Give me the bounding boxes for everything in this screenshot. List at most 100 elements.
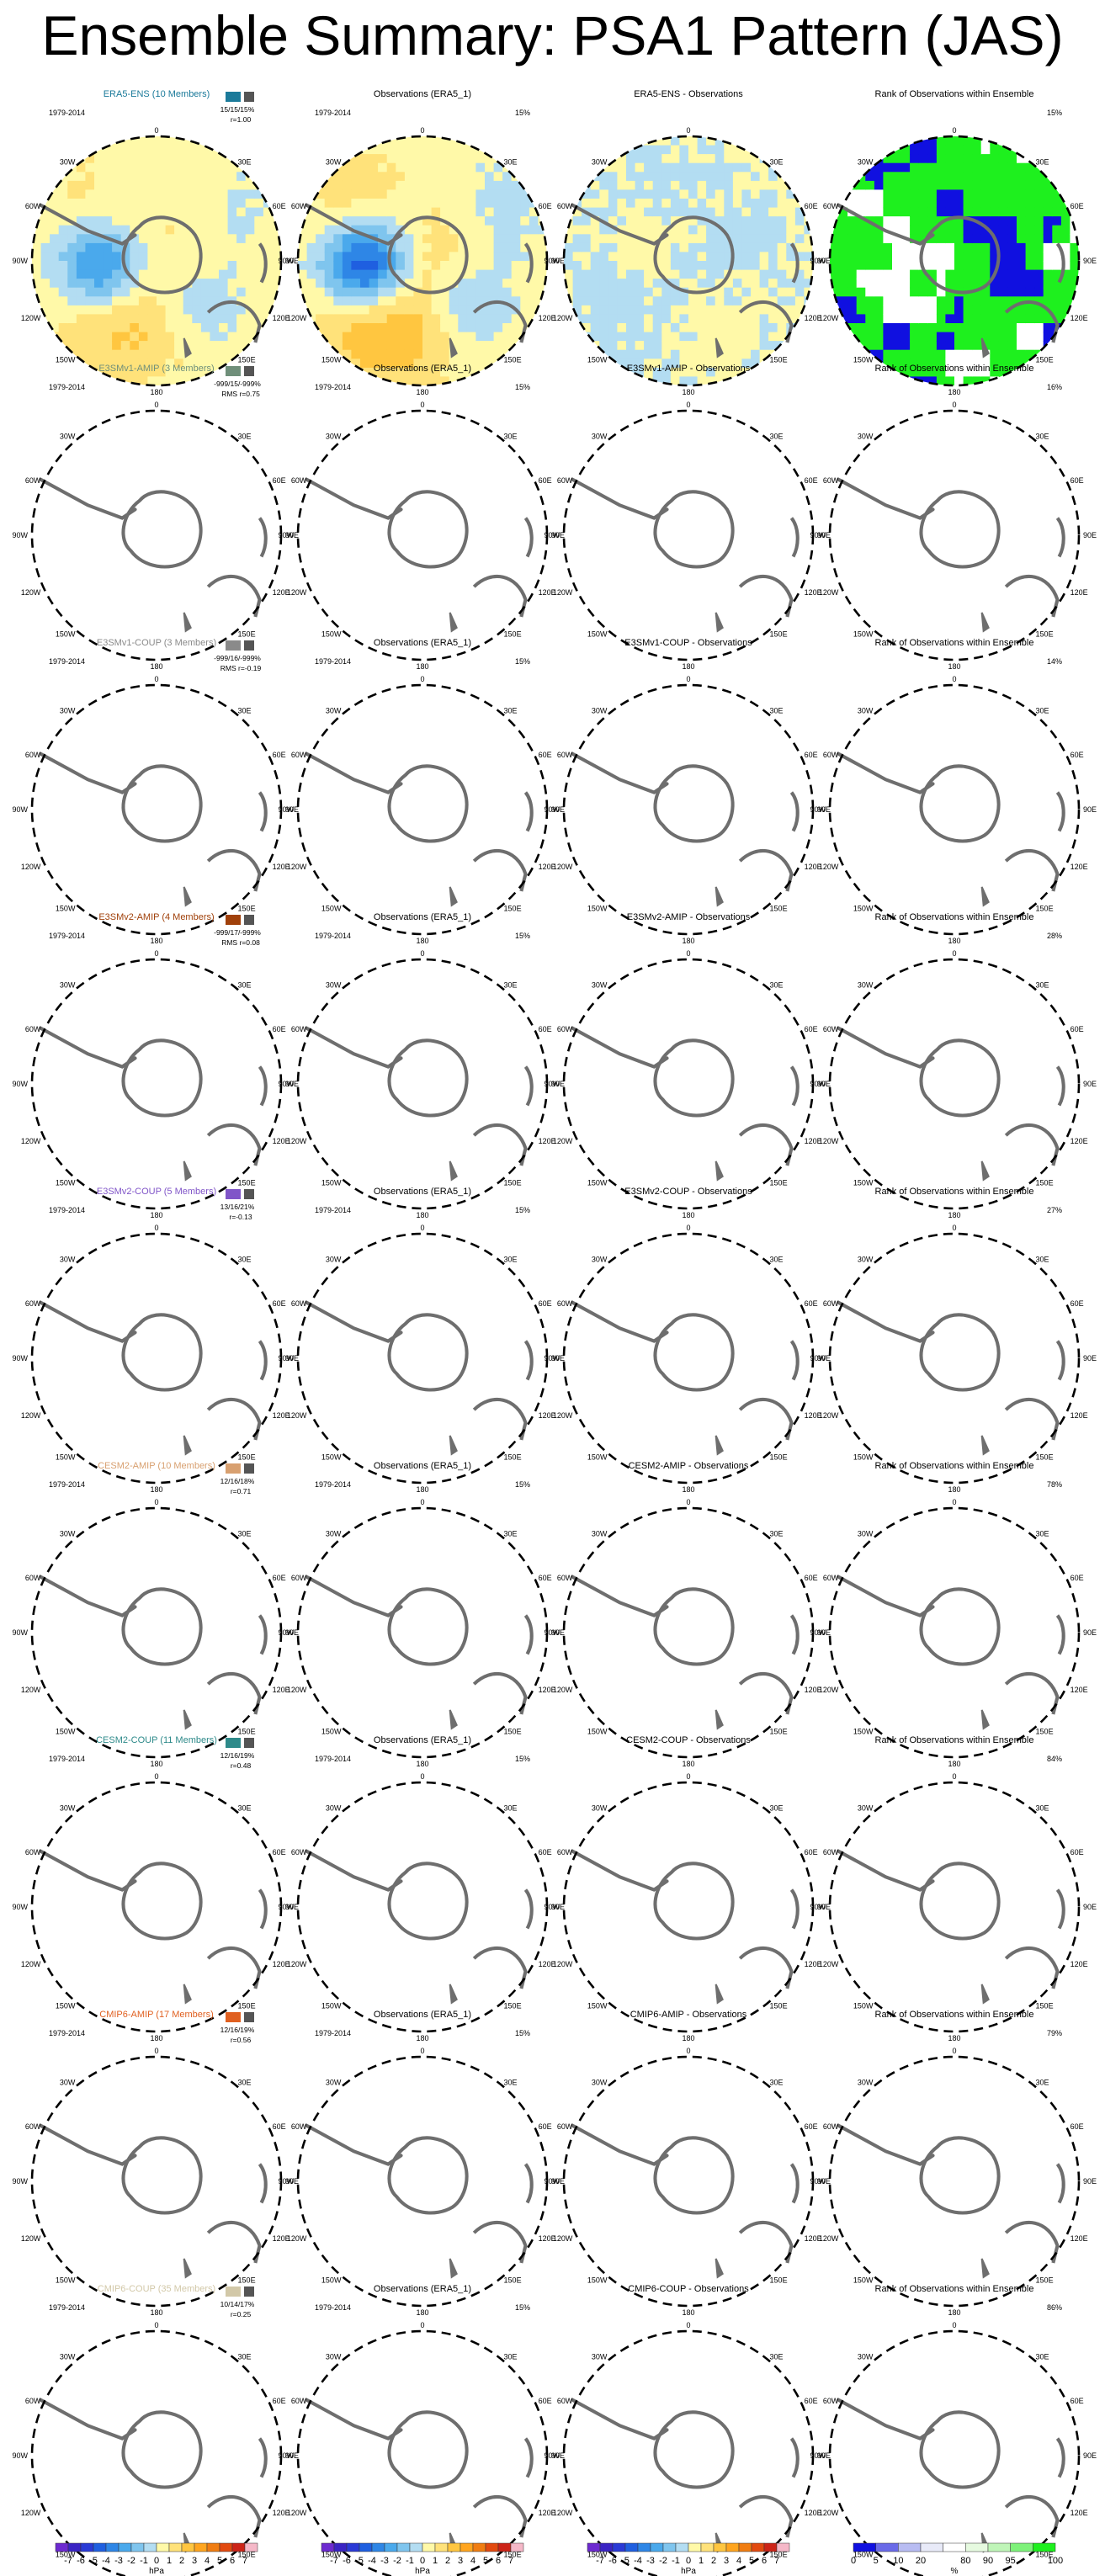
grid-cell [130,526,139,535]
grid-cell [228,518,237,527]
grid-cell [838,242,848,253]
grid-cell [847,491,857,500]
grid-cell [343,544,352,554]
grid-cell [440,145,450,155]
grid-cell [316,305,326,316]
grid-cell [254,199,264,209]
grid-cell [174,359,184,369]
grid-cell [724,154,734,164]
lon-label: 60W [25,476,41,485]
grid-cell [120,216,130,226]
grid-cell [652,162,662,173]
grid-cell [369,145,379,155]
grid-cell [104,482,113,491]
grid-cell [413,269,423,279]
grid-cell [369,242,379,253]
grid-cell [130,261,140,271]
grid-cell [741,473,751,482]
grid-cell [236,588,246,598]
grid-cell [431,279,441,289]
grid-cell [768,526,778,535]
grid-cell [990,279,1000,289]
grid-cell [670,349,681,359]
grid-cell [795,553,805,562]
grid-cell [963,216,973,226]
grid-cell [157,261,167,271]
grid-cell [103,145,113,155]
grid-cell [183,314,193,324]
grid-cell [910,296,920,306]
grid-cell [440,446,449,455]
grid-cell [751,588,760,598]
grid-cell [617,438,626,447]
grid-cell [644,420,653,429]
grid-cell [768,508,778,518]
grid-cell [307,500,316,509]
grid-cell [157,571,166,580]
grid-cell [520,279,530,289]
grid-cell [112,615,121,624]
grid-cell [892,624,901,634]
grid-cell [219,508,228,518]
grid-cell [919,464,928,473]
grid-cell [200,287,211,297]
grid-cell [644,207,654,217]
grid-cell [485,359,495,369]
grid-cell [485,446,494,455]
grid-cell [804,234,813,244]
grid-cell [466,234,477,244]
grid-cell [741,296,752,306]
grid-cell [85,473,94,482]
grid-cell [937,438,946,447]
grid-cell [59,526,68,535]
grid-cell [910,580,919,589]
lon-label: 120E [1070,314,1088,322]
grid-cell [316,314,326,324]
australia-coast [738,574,794,618]
grid-cell [254,562,263,571]
grid-cell [466,359,477,369]
grid-cell [351,349,361,359]
grid-cell [652,172,662,182]
grid-cell [635,615,645,624]
grid-cell [396,473,405,482]
grid-cell [901,562,911,571]
grid-cell [165,261,175,271]
grid-cell [466,252,477,262]
grid-cell [883,154,893,164]
grid-cell [768,296,778,306]
grid-cell [901,526,911,535]
grid-cell [422,341,433,351]
grid-cell [174,349,184,359]
grid-cell [582,535,591,544]
grid-cell [431,136,441,146]
grid-cell [1034,341,1044,351]
grid-cell [121,607,130,616]
grid-cell [706,269,716,279]
grid-cell [635,464,645,473]
grid-cell [254,242,264,253]
grid-cell [333,269,343,279]
grid-cell [449,535,459,544]
grid-cell [369,544,379,554]
peninsula-coast [571,203,669,246]
grid-cell [582,199,592,209]
grid-cell [431,269,441,279]
grid-cell [1025,341,1035,351]
grid-cell [236,234,247,244]
grid-cell [298,261,308,271]
lon-label: 30E [504,432,518,440]
grid-cell [900,252,911,262]
grid-cell [1007,341,1017,351]
grid-cell [910,341,920,351]
australia-coast [738,300,794,343]
grid-cell [679,199,689,209]
grid-cell [228,607,237,616]
grid-cell [85,180,95,191]
grid-cell [183,252,193,262]
grid-cell [351,491,360,500]
grid-cell [298,269,308,279]
grid-cell [972,225,982,235]
lon-label: 0 [952,126,956,135]
lon-label: 30W [60,432,76,440]
